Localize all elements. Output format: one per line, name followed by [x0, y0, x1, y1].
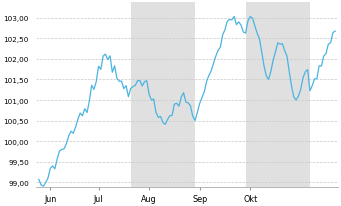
- Bar: [131, 4, 195, 187]
- Bar: [246, 4, 310, 187]
